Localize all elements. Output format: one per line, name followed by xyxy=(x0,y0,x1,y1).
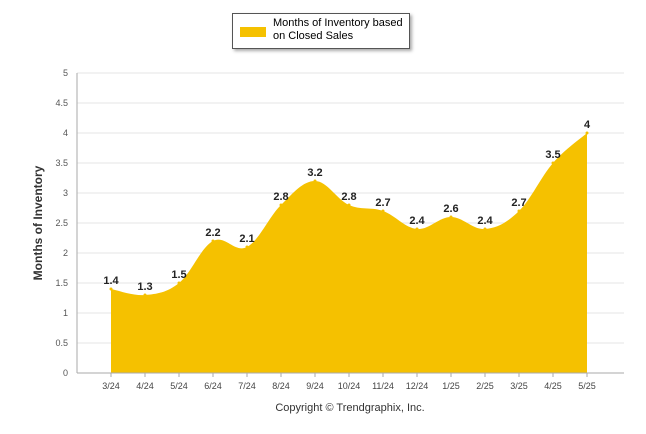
data-label: 2.7 xyxy=(375,197,390,209)
x-tick-label: 10/24 xyxy=(338,381,361,391)
data-point xyxy=(381,209,385,213)
data-label: 2.4 xyxy=(477,215,493,227)
legend-label: Months of Inventory based on Closed Sale… xyxy=(273,17,403,42)
y-tick-label: 4 xyxy=(63,128,68,138)
data-point xyxy=(279,203,283,207)
data-label: 3.2 xyxy=(307,167,322,179)
y-tick-label: 1.5 xyxy=(55,278,68,288)
area-fill xyxy=(111,133,587,373)
x-tick-label: 11/24 xyxy=(372,381,394,391)
data-label: 1.5 xyxy=(171,269,186,281)
y-tick-label: 4.5 xyxy=(55,98,68,108)
data-point xyxy=(177,281,181,285)
data-label: 4 xyxy=(584,119,591,131)
data-label: 2.7 xyxy=(511,197,526,209)
y-tick-label: 2 xyxy=(63,248,68,258)
data-point xyxy=(415,227,419,231)
x-tick-label: 3/25 xyxy=(510,381,528,391)
x-tick-label: 1/25 xyxy=(442,381,460,391)
y-axis-title: Months of Inventory xyxy=(31,165,45,280)
x-tick-label: 5/24 xyxy=(170,381,188,391)
data-point xyxy=(245,245,249,249)
data-point xyxy=(449,215,453,219)
area-series xyxy=(111,133,587,373)
y-tick-label: 0.5 xyxy=(55,338,68,348)
data-label: 2.6 xyxy=(443,203,458,215)
x-tick-label: 7/24 xyxy=(238,381,256,391)
y-tick-label: 1 xyxy=(63,308,68,318)
data-label: 1.3 xyxy=(137,281,152,293)
y-tick-label: 3.5 xyxy=(55,158,68,168)
y-tick-label: 2.5 xyxy=(55,218,68,228)
x-tick-label: 12/24 xyxy=(406,381,429,391)
data-label: 2.8 xyxy=(273,191,288,203)
data-point xyxy=(313,179,317,183)
y-tick-label: 3 xyxy=(63,188,68,198)
copyright-text: Copyright © Trendgraphix, Inc. xyxy=(275,402,425,414)
legend: Months of Inventory based on Closed Sale… xyxy=(232,13,410,49)
data-label: 1.4 xyxy=(103,275,119,287)
data-label: 2.4 xyxy=(409,215,425,227)
data-point xyxy=(211,239,215,243)
x-tick-label: 4/24 xyxy=(136,381,154,391)
x-tick-label: 9/24 xyxy=(306,381,324,391)
data-point xyxy=(585,131,589,135)
legend-swatch xyxy=(240,27,266,37)
x-tick-label: 8/24 xyxy=(272,381,290,391)
data-label: 2.8 xyxy=(341,191,356,203)
y-tick-label: 5 xyxy=(63,68,68,78)
x-tick-label: 4/25 xyxy=(544,381,562,391)
data-point xyxy=(109,287,113,291)
data-point xyxy=(517,209,521,213)
x-tick-label: 3/24 xyxy=(102,381,120,391)
data-point xyxy=(347,203,351,207)
x-tick-label: 6/24 xyxy=(204,381,222,391)
data-point xyxy=(483,227,487,231)
x-tick-label: 5/25 xyxy=(578,381,596,391)
x-tick-label: 2/25 xyxy=(476,381,494,391)
data-label: 3.5 xyxy=(545,149,560,161)
data-labels: 1.4 1.3 1.5 2.2 2.1 2.8 3.2 2.8 2.7 2.4 2.6 2.4 2.7 3… xyxy=(103,119,591,297)
data-label: 2.2 xyxy=(205,227,220,239)
data-point xyxy=(143,293,147,297)
data-label: 2.1 xyxy=(239,233,254,245)
axes: 3/24 4/24 5/24 6/24 7/24 8/24 9/24 10/24 11/24 12… xyxy=(76,73,624,391)
data-point xyxy=(551,161,555,165)
y-tick-label: 0 xyxy=(63,368,68,378)
